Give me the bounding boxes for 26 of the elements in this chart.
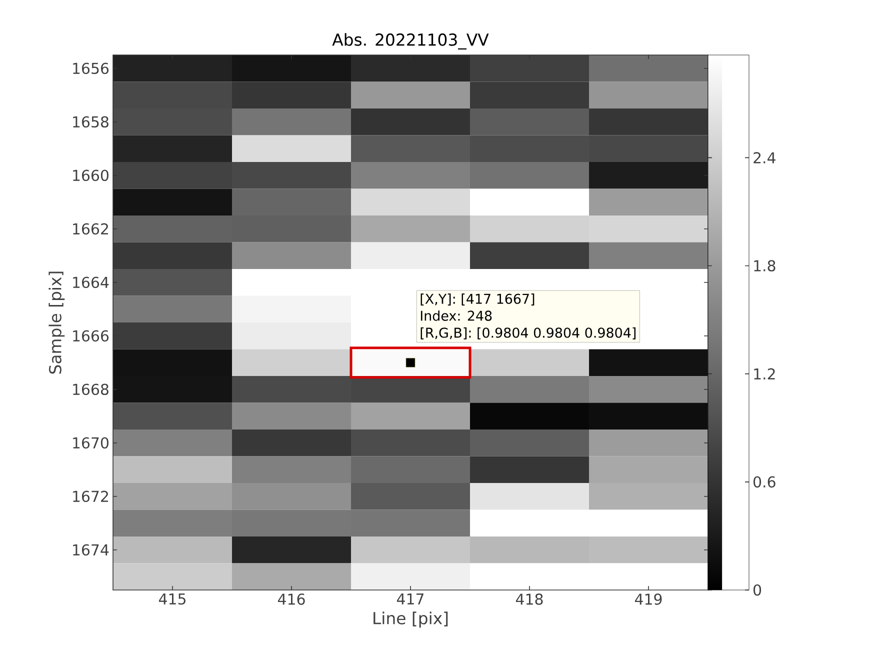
x-tick-label: 416: [278, 594, 305, 605]
annotation: [R,G,B]: [0.9804 0.9804 0.9804]: [420, 327, 636, 340]
y-tick-label: 1666: [73, 330, 109, 342]
y-tick-label: 1658: [73, 116, 108, 128]
y-tick-label: 1672: [73, 490, 108, 502]
color-bar-label: 1.2: [754, 368, 775, 380]
y-tick-label: 1668: [73, 384, 108, 396]
color-bar-label: 0: [754, 584, 762, 596]
y-tick-label: 1670: [73, 437, 108, 449]
y-tick-label: 1660: [73, 170, 108, 182]
color-bar-label: 0.6: [754, 476, 776, 488]
chart-title: Abs. 20221103_VV: [332, 33, 489, 50]
x-tick-label: 418: [516, 594, 543, 605]
y-axis-title: Sample [pix]: [48, 272, 65, 374]
x-tick-label: 417: [396, 594, 424, 604]
annotation: [X,Y]: [417 1667]: [420, 294, 534, 306]
y-tick-label: 1674: [73, 544, 109, 556]
color-bar-label: 2.4: [754, 152, 776, 164]
y-tick-label: 1662: [73, 223, 108, 235]
y-tick-label: 1664: [73, 276, 109, 288]
x-axis-title: Line [pix]: [374, 612, 448, 628]
y-tick-label: 1656: [73, 62, 109, 74]
annotation: Index: 248: [420, 310, 492, 321]
x-tick-label: 419: [634, 594, 662, 605]
color-bar-label: 1.8: [754, 260, 776, 272]
x-tick-label: 415: [158, 594, 186, 605]
